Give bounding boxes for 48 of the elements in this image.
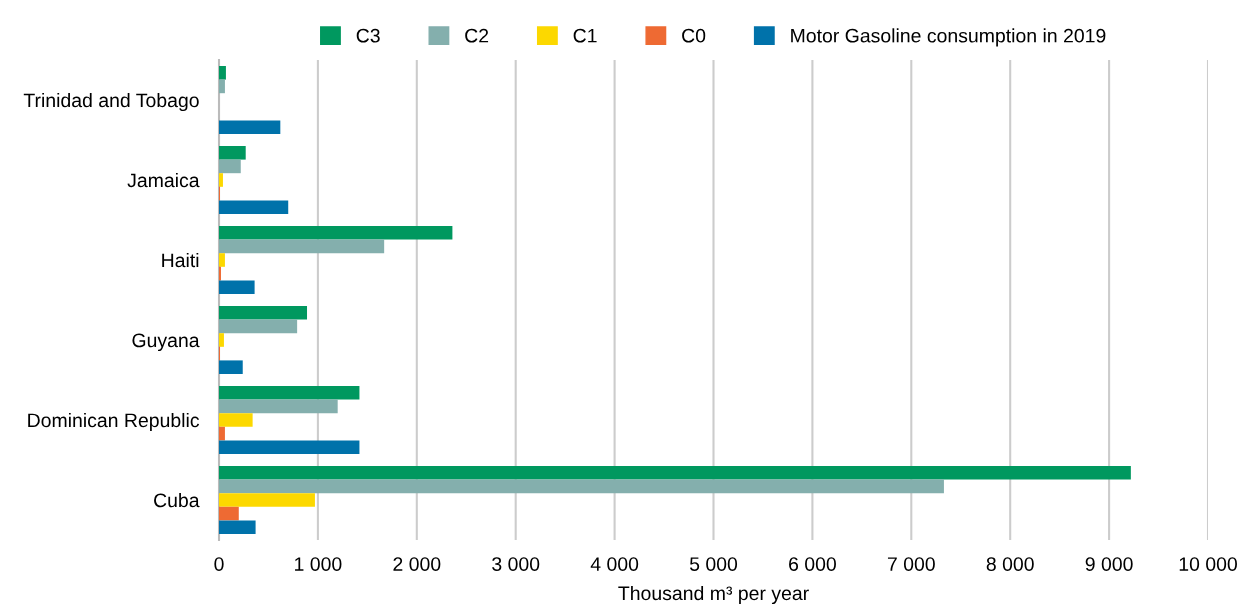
legend-label: C2: [465, 28, 489, 43]
x-tick-label: 10 000: [1179, 557, 1237, 571]
y-tick-label: Guyana: [132, 333, 200, 352]
bar: [219, 413, 253, 427]
x-tick-label: 8 000: [986, 557, 1034, 571]
x-tick-label: 1 000: [295, 557, 342, 571]
bar: [219, 120, 281, 134]
bar: [219, 466, 1131, 480]
bar: [219, 440, 360, 454]
x-tick-label: 0: [214, 557, 224, 571]
bar: [219, 386, 360, 400]
bar: [219, 79, 225, 94]
bar: [219, 520, 256, 534]
bar: [219, 333, 224, 347]
legend-label: C0: [682, 28, 706, 43]
y-tick-label: Cuba: [154, 492, 200, 508]
bar: [219, 159, 241, 174]
x-tick-label: 6 000: [789, 557, 836, 571]
bar: [219, 66, 226, 80]
bar: [219, 319, 298, 334]
y-tick-label: Dominican Republic: [28, 412, 200, 432]
x-tick-label: 2 000: [393, 557, 441, 571]
y-tick-label: Jamaica: [127, 172, 200, 188]
x-tick-label: 4 000: [590, 557, 639, 571]
bar: [219, 479, 944, 494]
bar: [219, 253, 225, 267]
bar: [219, 280, 255, 294]
bar: [219, 239, 385, 254]
bar: [219, 426, 225, 441]
y-tick-label: Trinidad and Tobago: [23, 92, 199, 112]
legend-label: C1: [573, 28, 597, 43]
bar: [219, 146, 246, 160]
bar: [219, 493, 315, 507]
x-axis-title: Thousand m³ per year: [618, 585, 809, 605]
bar: [219, 226, 453, 240]
bar: [219, 360, 243, 374]
legend-label: Motor Gasoline consumption in 2019: [791, 28, 1106, 47]
x-tick-label: 5 000: [689, 557, 738, 571]
bar: [219, 399, 338, 414]
legend-label: C3: [356, 28, 380, 43]
x-tick-label: 9 000: [1085, 557, 1133, 571]
bar: [219, 200, 289, 214]
x-tick-label: 3 000: [492, 557, 540, 571]
bar: [219, 506, 239, 521]
x-tick-label: 7 000: [887, 557, 935, 571]
bar: [219, 173, 223, 187]
bar: [219, 306, 308, 320]
y-tick-label: Haiti: [162, 252, 199, 268]
